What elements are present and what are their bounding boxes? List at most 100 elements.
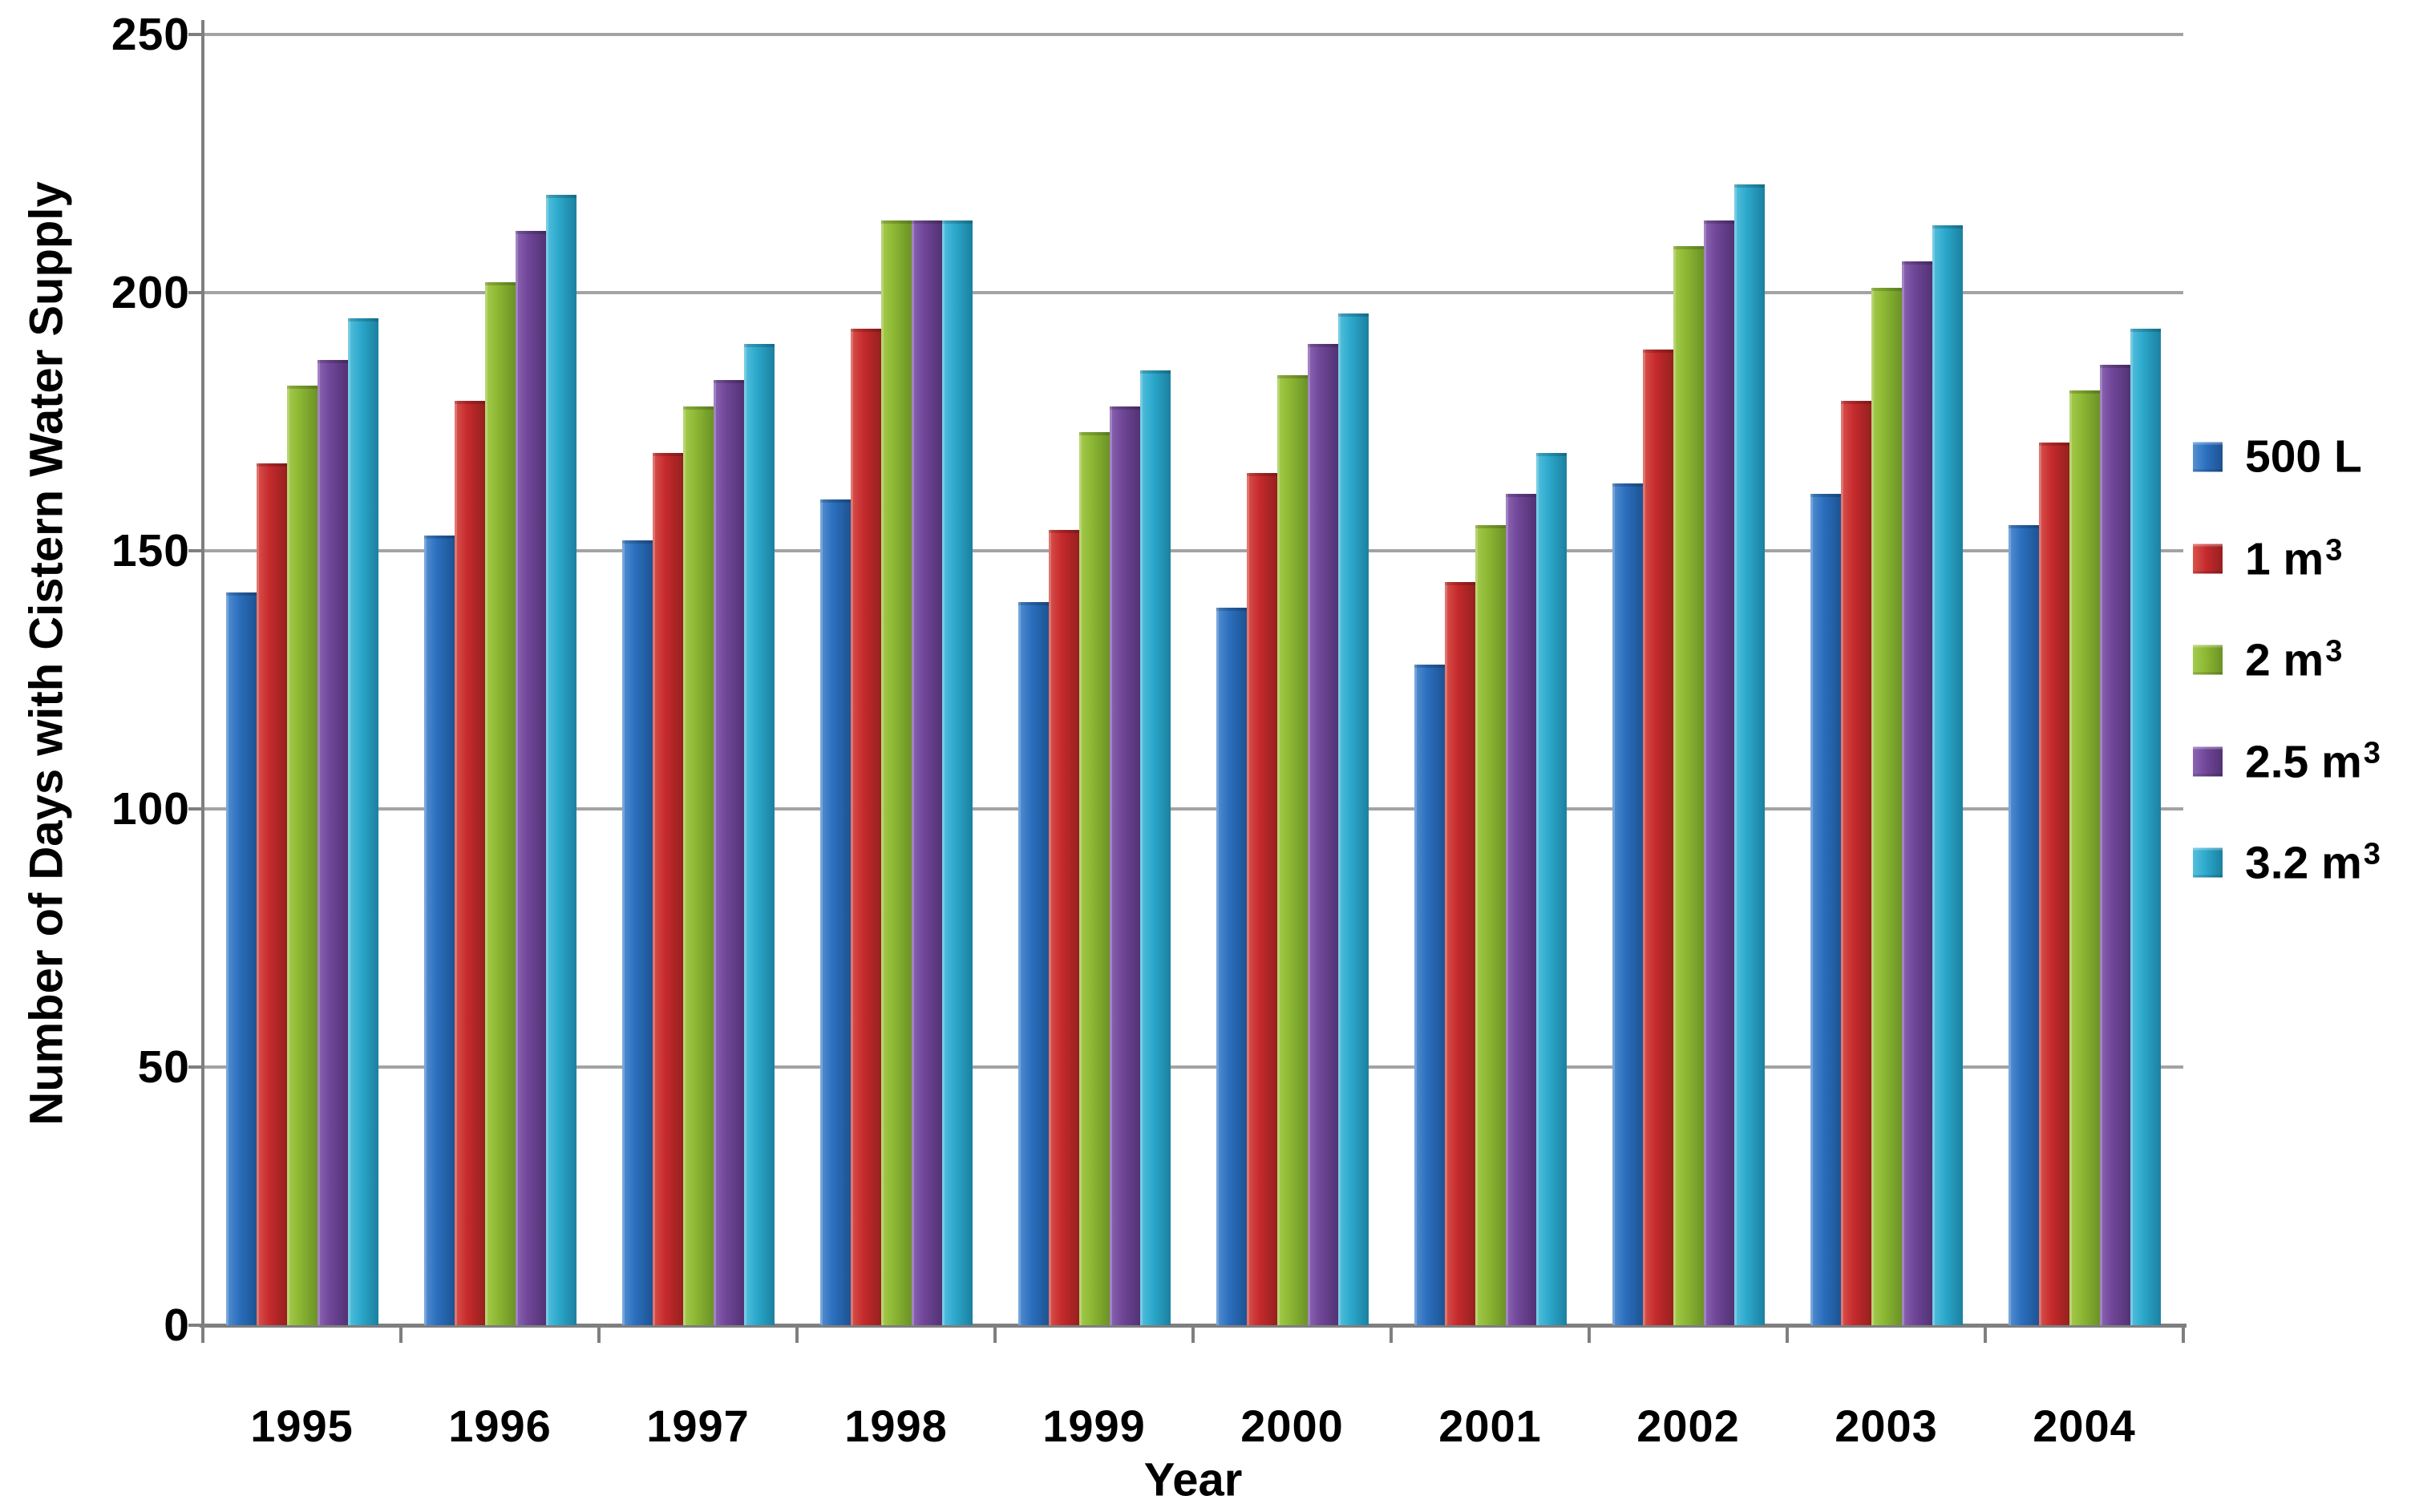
bar-1997-2.5-m3 [713, 380, 744, 1325]
legend-item-1-m3: 1 m3 [2193, 535, 2342, 582]
bar-1999-2-m3 [1078, 431, 1110, 1325]
bar-2000-500-l [1216, 607, 1247, 1325]
bar-1998-2-m3 [880, 220, 912, 1325]
x-tick-label-2001: 2001 [1438, 1401, 1542, 1451]
bar-1995-2.5-m3 [317, 359, 348, 1325]
legend-item-3.2-m3: 3.2 m3 [2193, 839, 2381, 887]
x-tick-label-1999: 1999 [1042, 1401, 1146, 1451]
bar-1995-500-l [225, 592, 257, 1325]
bar-1997-1-m3 [652, 452, 683, 1325]
y-axis-title: Number of Days with Cistern Water Supply [20, 181, 73, 1126]
bar-2004-2-m3 [2069, 390, 2100, 1325]
legend-color-swatch [2193, 847, 2223, 878]
bar-1996-500-l [423, 535, 455, 1325]
bar-1997-2-m3 [682, 406, 714, 1325]
x-tick-label-2002: 2002 [1636, 1401, 1740, 1451]
x-axis-tick [1191, 1325, 1195, 1343]
bar-2003-2.5-m3 [1901, 261, 1932, 1325]
y-axis-tick-label: 250 [111, 9, 190, 60]
y-axis-tick [188, 549, 203, 552]
bar-1998-3.2-m3 [941, 220, 973, 1325]
bar-1996-1-m3 [454, 401, 485, 1325]
x-axis-tick [399, 1325, 403, 1343]
x-axis-tick [1588, 1325, 1591, 1343]
legend-color-swatch [2193, 746, 2223, 776]
bar-1998-500-l [819, 499, 851, 1325]
bar-2002-1-m3 [1642, 349, 1673, 1325]
bar-2000-1-m3 [1246, 473, 1277, 1325]
bar-1999-3.2-m3 [1139, 370, 1171, 1325]
y-axis-tick-label: 150 [111, 525, 190, 576]
legend-label: 3.2 m3 [2245, 837, 2381, 889]
bar-1999-500-l [1017, 602, 1049, 1325]
bar-1999-2.5-m3 [1109, 406, 1140, 1325]
bar-2003-500-l [1810, 494, 1841, 1325]
x-tick-label-1997: 1997 [646, 1401, 750, 1451]
y-gridline [203, 33, 2183, 36]
y-axis-tick-label: 50 [137, 1041, 190, 1093]
bar-1995-1-m3 [256, 463, 287, 1325]
bar-1995-2-m3 [286, 385, 318, 1325]
bar-1995-3.2-m3 [347, 318, 378, 1325]
x-tick-label-2000: 2000 [1240, 1401, 1344, 1451]
bar-1997-3.2-m3 [743, 344, 775, 1325]
bar-1998-2.5-m3 [911, 220, 942, 1325]
legend-item-500-l: 500 L [2193, 434, 2362, 480]
bar-2001-2-m3 [1475, 524, 1506, 1325]
bar-2000-2-m3 [1276, 375, 1308, 1325]
bar-2001-3.2-m3 [1535, 452, 1567, 1325]
bar-2001-2.5-m3 [1505, 494, 1536, 1325]
bar-2002-2.5-m3 [1703, 220, 1734, 1325]
bar-2004-2.5-m3 [2099, 365, 2130, 1325]
bar-2004-3.2-m3 [2130, 329, 2161, 1325]
bar-2000-3.2-m3 [1337, 313, 1369, 1325]
legend-item-2-m3: 2 m3 [2193, 637, 2342, 684]
bar-2004-500-l [2008, 524, 2039, 1325]
legend-item-2.5-m3: 2.5 m3 [2193, 738, 2381, 785]
bar-2002-3.2-m3 [1733, 184, 1765, 1325]
y-axis-tick [188, 807, 203, 811]
x-axis-tick [2182, 1325, 2185, 1343]
y-axis-tick-label: 100 [111, 783, 190, 835]
bar-2002-500-l [1612, 483, 1643, 1325]
bar-2000-2.5-m3 [1307, 344, 1338, 1325]
legend-label: 1 m3 [2245, 533, 2343, 584]
bar-2001-1-m3 [1444, 581, 1475, 1325]
bar-1997-500-l [621, 540, 653, 1325]
x-axis-tick [1390, 1325, 1393, 1343]
x-axis-tick [201, 1325, 204, 1343]
bar-2001-500-l [1414, 664, 1445, 1325]
bar-2002-2-m3 [1673, 246, 1704, 1325]
x-tick-label-1995: 1995 [250, 1401, 354, 1451]
y-axis-tick [188, 291, 203, 294]
y-axis-tick [188, 1324, 203, 1327]
x-tick-label-2004: 2004 [2033, 1401, 2136, 1451]
legend-label: 2.5 m3 [2245, 736, 2381, 787]
bar-2003-1-m3 [1840, 401, 1871, 1325]
legend-label: 2 m3 [2245, 634, 2343, 686]
y-axis-tick [188, 33, 203, 36]
x-tick-label-1998: 1998 [844, 1401, 948, 1451]
x-axis-tick [597, 1325, 601, 1343]
bar-1999-1-m3 [1048, 530, 1079, 1325]
x-tick-label-2003: 2003 [1835, 1401, 1938, 1451]
bar-2003-2-m3 [1871, 287, 1902, 1325]
y-axis-line [201, 20, 204, 1332]
bar-2004-1-m3 [2038, 442, 2069, 1325]
bar-2003-3.2-m3 [1932, 225, 1963, 1325]
legend-color-swatch [2193, 645, 2223, 675]
y-gridline [203, 549, 2183, 552]
bar-1996-2.5-m3 [515, 230, 546, 1325]
y-gridline [203, 291, 2183, 294]
x-axis-tick [795, 1325, 799, 1343]
y-gridline [203, 807, 2183, 811]
y-axis-tick-label: 0 [164, 1300, 190, 1351]
x-axis-title: Year [1143, 1453, 1243, 1506]
x-tick-label-1996: 1996 [448, 1401, 552, 1451]
bar-1996-2-m3 [484, 282, 516, 1325]
x-axis-tick [1786, 1325, 1789, 1343]
x-axis-tick [1984, 1325, 1987, 1343]
x-axis-tick [993, 1325, 997, 1343]
